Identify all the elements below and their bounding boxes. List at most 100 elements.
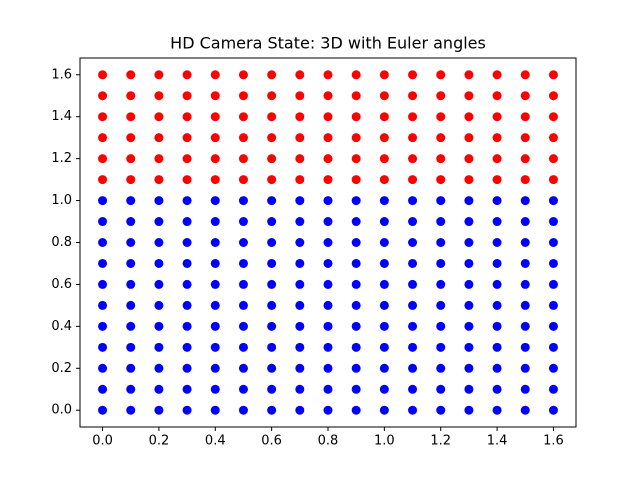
scatter-point xyxy=(351,217,361,227)
x-tick-label: 0.4 xyxy=(205,434,226,449)
scatter-point xyxy=(154,70,164,80)
scatter-point xyxy=(379,300,389,310)
scatter-point xyxy=(295,91,305,101)
scatter-point xyxy=(238,258,248,268)
y-tick-label: 1.2 xyxy=(51,151,72,166)
scatter-point xyxy=(436,91,446,101)
scatter-point xyxy=(408,384,418,394)
scatter-point xyxy=(98,112,108,122)
scatter-point xyxy=(436,342,446,352)
scatter-point xyxy=(520,342,530,352)
scatter-point xyxy=(98,70,108,80)
scatter-point xyxy=(126,258,136,268)
scatter-point xyxy=(464,300,474,310)
scatter-point xyxy=(379,217,389,227)
scatter-point xyxy=(464,133,474,143)
scatter-point xyxy=(210,91,220,101)
scatter-point xyxy=(267,300,277,310)
scatter-point xyxy=(436,300,446,310)
scatter-point xyxy=(351,384,361,394)
scatter-point xyxy=(154,384,164,394)
x-tick-label: 0.6 xyxy=(261,434,282,449)
scatter-point xyxy=(436,384,446,394)
scatter-point xyxy=(182,258,192,268)
scatter-point xyxy=(379,279,389,289)
y-tick-label: 1.6 xyxy=(51,67,72,82)
scatter-point xyxy=(267,112,277,122)
scatter-point xyxy=(548,405,558,415)
scatter-point xyxy=(408,91,418,101)
scatter-point xyxy=(295,300,305,310)
scatter-point xyxy=(408,342,418,352)
scatter-point xyxy=(548,217,558,227)
scatter-point xyxy=(295,70,305,80)
scatter-point xyxy=(351,91,361,101)
scatter-point xyxy=(98,300,108,310)
scatter-point xyxy=(154,258,164,268)
scatter-point xyxy=(295,405,305,415)
scatter-point xyxy=(323,363,333,373)
scatter-point xyxy=(210,300,220,310)
scatter-point xyxy=(295,112,305,122)
scatter-point xyxy=(408,363,418,373)
scatter-point xyxy=(98,154,108,164)
scatter-point xyxy=(436,175,446,185)
scatter-point xyxy=(210,405,220,415)
scatter-point xyxy=(351,196,361,206)
scatter-point xyxy=(408,217,418,227)
scatter-point xyxy=(267,405,277,415)
scatter-point xyxy=(464,196,474,206)
scatter-point xyxy=(464,154,474,164)
scatter-point xyxy=(379,70,389,80)
scatter-point xyxy=(238,91,248,101)
y-tick-label: 0.2 xyxy=(51,361,72,376)
scatter-point xyxy=(126,133,136,143)
scatter-point xyxy=(520,321,530,331)
scatter-point xyxy=(520,405,530,415)
scatter-point xyxy=(520,70,530,80)
scatter-point xyxy=(464,91,474,101)
scatter-point xyxy=(464,175,474,185)
scatter-point xyxy=(464,384,474,394)
x-tick-label: 1.4 xyxy=(487,434,508,449)
scatter-point xyxy=(126,154,136,164)
scatter-point xyxy=(464,363,474,373)
scatter-point xyxy=(436,112,446,122)
scatter-point xyxy=(126,405,136,415)
scatter-point xyxy=(379,405,389,415)
scatter-point xyxy=(238,363,248,373)
scatter-point xyxy=(154,300,164,310)
scatter-point xyxy=(323,196,333,206)
scatter-point xyxy=(182,238,192,247)
scatter-point xyxy=(295,154,305,164)
scatter-point xyxy=(351,258,361,268)
scatter-point xyxy=(408,154,418,164)
scatter-point xyxy=(210,196,220,206)
scatter-point xyxy=(267,70,277,80)
scatter-point xyxy=(408,321,418,331)
scatter-point xyxy=(210,154,220,164)
scatter-point xyxy=(408,112,418,122)
scatter-point xyxy=(238,70,248,80)
scatter-point xyxy=(520,384,530,394)
scatter-point xyxy=(520,112,530,122)
scatter-point xyxy=(295,196,305,206)
scatter-point xyxy=(520,91,530,101)
scatter-point xyxy=(154,196,164,206)
scatter-point xyxy=(520,217,530,227)
scatter-point xyxy=(126,112,136,122)
chart-title: HD Camera State: 3D with Euler angles xyxy=(170,34,486,53)
scatter-point xyxy=(492,112,502,122)
scatter-point xyxy=(182,321,192,331)
scatter-point xyxy=(492,70,502,80)
scatter-point xyxy=(408,279,418,289)
scatter-point xyxy=(379,112,389,122)
scatter-point xyxy=(520,154,530,164)
scatter-point xyxy=(98,238,108,247)
scatter-point xyxy=(182,300,192,310)
scatter-point xyxy=(492,279,502,289)
x-tick-label: 1.0 xyxy=(374,434,395,449)
scatter-point xyxy=(548,196,558,206)
